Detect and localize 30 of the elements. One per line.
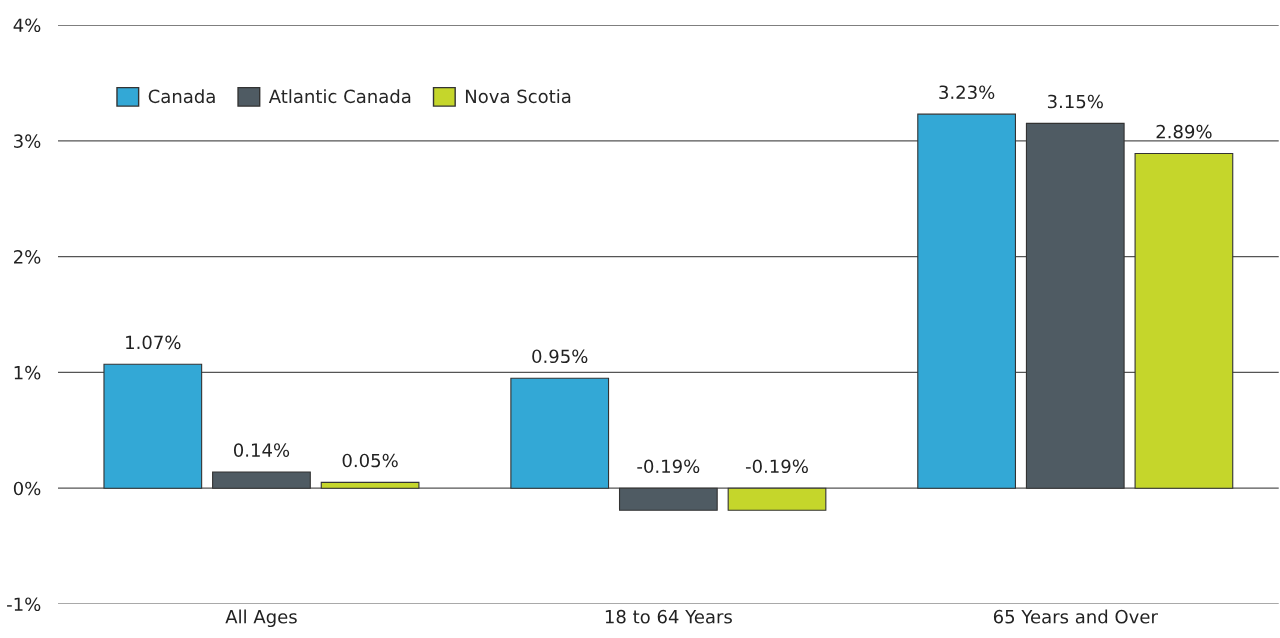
y-tick-label: 1%	[14, 365, 41, 380]
x-tick-label: 18 to 64 Years	[605, 609, 732, 624]
data-label: -0.19%	[745, 459, 808, 474]
y-tick-label: -1%	[7, 597, 41, 612]
x-tick-label: All Ages	[225, 609, 297, 628]
bar	[727, 487, 827, 511]
bar	[320, 481, 420, 489]
data-label: 0.14%	[233, 443, 290, 457]
data-label: 2.89%	[1156, 124, 1212, 139]
data-label: 3.15%	[1047, 94, 1103, 109]
y-tick-label: 3%	[14, 134, 41, 148]
y-tick-label: 4%	[13, 18, 41, 33]
data-label: 0.95%	[532, 349, 588, 364]
legend-label: Canada	[148, 89, 215, 104]
bar	[618, 487, 718, 511]
legend-label: Nova Scotia	[465, 89, 571, 104]
bar	[1134, 152, 1234, 489]
bar	[510, 377, 610, 489]
bar	[917, 113, 1017, 489]
data-label: 0.05%	[342, 453, 398, 468]
bar	[212, 471, 311, 489]
bar	[1025, 122, 1125, 489]
x-tick-label: 65 Years and Over	[993, 609, 1158, 624]
legend-label: Atlantic Canada	[268, 89, 411, 104]
bar	[103, 363, 203, 489]
y-tick-label: 2%	[14, 250, 41, 264]
y-tick-label: 0%	[13, 481, 41, 496]
data-label: -0.19%	[637, 459, 700, 474]
data-label: 3.23%	[939, 85, 995, 100]
data-label: 1.07%	[126, 335, 181, 350]
